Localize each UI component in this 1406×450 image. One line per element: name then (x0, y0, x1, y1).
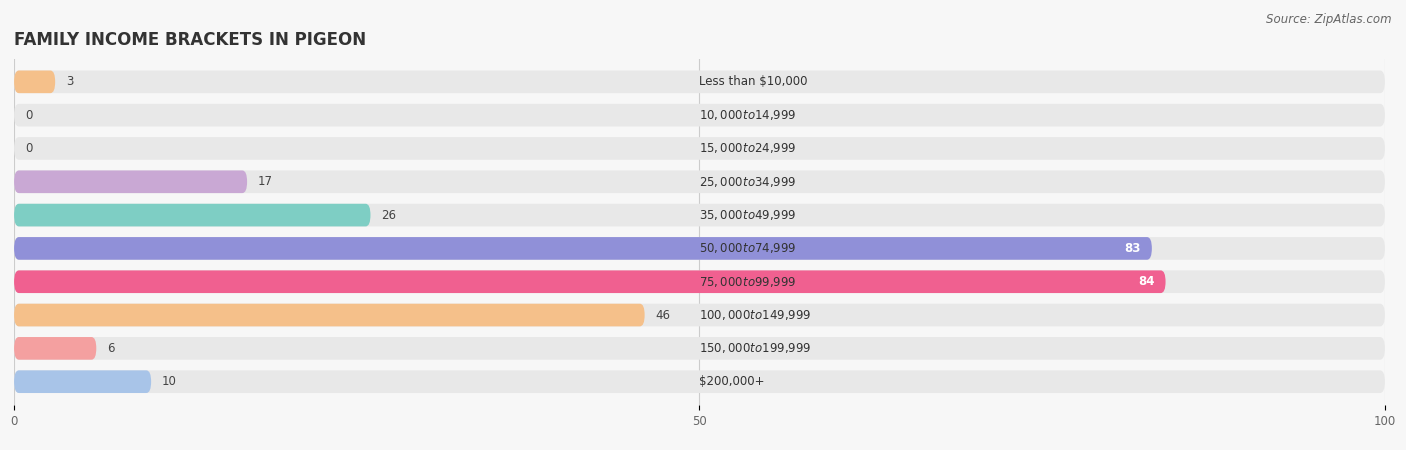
Text: 0: 0 (25, 142, 32, 155)
FancyBboxPatch shape (14, 270, 1166, 293)
Text: $150,000 to $199,999: $150,000 to $199,999 (700, 342, 811, 356)
Text: 46: 46 (655, 309, 671, 322)
FancyBboxPatch shape (14, 237, 1385, 260)
FancyBboxPatch shape (14, 337, 1385, 360)
Text: $15,000 to $24,999: $15,000 to $24,999 (700, 141, 797, 155)
Text: $200,000+: $200,000+ (700, 375, 765, 388)
Text: FAMILY INCOME BRACKETS IN PIGEON: FAMILY INCOME BRACKETS IN PIGEON (14, 31, 366, 49)
Text: 84: 84 (1137, 275, 1154, 288)
Text: $50,000 to $74,999: $50,000 to $74,999 (700, 241, 797, 256)
Text: Source: ZipAtlas.com: Source: ZipAtlas.com (1267, 14, 1392, 27)
Text: 10: 10 (162, 375, 177, 388)
FancyBboxPatch shape (14, 304, 1385, 326)
FancyBboxPatch shape (14, 237, 1152, 260)
FancyBboxPatch shape (14, 204, 371, 226)
FancyBboxPatch shape (14, 204, 1385, 226)
Text: 0: 0 (25, 108, 32, 122)
Text: $100,000 to $149,999: $100,000 to $149,999 (700, 308, 811, 322)
FancyBboxPatch shape (14, 304, 644, 326)
Text: 83: 83 (1125, 242, 1140, 255)
FancyBboxPatch shape (14, 171, 247, 193)
FancyBboxPatch shape (14, 104, 1385, 126)
FancyBboxPatch shape (14, 370, 1385, 393)
FancyBboxPatch shape (14, 270, 1385, 293)
Text: $10,000 to $14,999: $10,000 to $14,999 (700, 108, 797, 122)
FancyBboxPatch shape (14, 71, 55, 93)
Text: $75,000 to $99,999: $75,000 to $99,999 (700, 275, 797, 289)
Text: 17: 17 (259, 175, 273, 188)
Text: 6: 6 (107, 342, 115, 355)
FancyBboxPatch shape (14, 370, 152, 393)
Text: $25,000 to $34,999: $25,000 to $34,999 (700, 175, 797, 189)
FancyBboxPatch shape (14, 71, 1385, 93)
Text: Less than $10,000: Less than $10,000 (700, 75, 808, 88)
FancyBboxPatch shape (14, 137, 1385, 160)
FancyBboxPatch shape (14, 337, 96, 360)
FancyBboxPatch shape (14, 171, 1385, 193)
Text: 26: 26 (381, 209, 396, 221)
Text: 3: 3 (66, 75, 73, 88)
Text: $35,000 to $49,999: $35,000 to $49,999 (700, 208, 797, 222)
